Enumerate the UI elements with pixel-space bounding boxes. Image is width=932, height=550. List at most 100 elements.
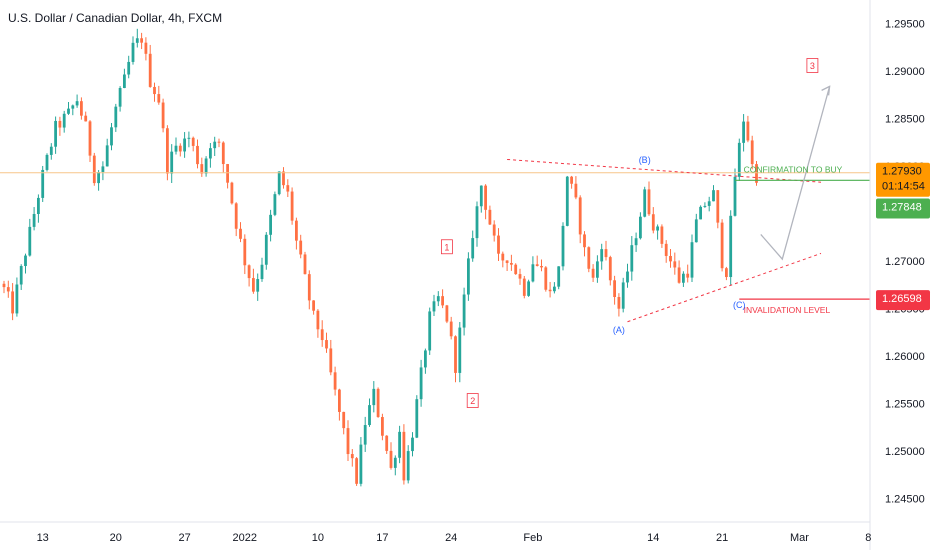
x-tick-label: 24 [445,532,457,544]
candle [398,425,401,464]
y-tick-label: 1.26000 [885,351,925,363]
candle [643,186,647,218]
candle [45,153,49,172]
candle [626,263,629,288]
candle [553,282,556,294]
x-tick-label: 14 [647,532,659,544]
candle [557,266,561,290]
candle [49,143,53,160]
candle [544,266,548,292]
candle [591,264,595,283]
candle [256,273,260,301]
candle [621,277,625,313]
candle [518,268,522,285]
candle [148,44,152,88]
invalidation-price-badge-text: 1.26598 [882,293,922,305]
candle [393,455,397,476]
candle [596,255,599,283]
x-tick-label: 13 [37,532,49,544]
candle [376,387,380,418]
candle [303,251,307,275]
candle [737,138,741,181]
candle [613,275,616,305]
candle [277,171,281,196]
candle [41,165,45,202]
candle [514,263,518,275]
x-tick-label: 27 [178,532,190,544]
wave-label: (C) [733,300,746,310]
candle [720,219,724,272]
candle [522,275,526,299]
candle [600,243,604,270]
bid-price-badge: 1.27848 [876,198,930,219]
candle [359,437,363,487]
candle [15,277,19,317]
candle [587,246,591,273]
candle [565,175,569,227]
candle [243,234,247,275]
candle [428,307,432,355]
candle [127,55,131,79]
candle [101,161,105,181]
candle [239,222,242,243]
wave-label: (B) [639,155,651,165]
candle [71,104,75,116]
candle [402,424,406,485]
candle [338,388,341,421]
candle [432,294,436,316]
candle [363,416,367,452]
invalidation-label: INVALIDATION LEVEL [744,305,831,315]
candle [725,266,728,281]
invalidation-price-badge: 1.26598 [876,290,930,311]
candle [67,101,70,115]
candle [458,322,462,383]
candle [217,138,221,148]
candle [19,264,23,291]
candle [634,232,638,252]
candle [608,255,612,286]
projection-path [760,86,831,261]
candle [299,234,303,259]
candle [694,213,698,243]
candle [467,252,470,301]
candle [441,289,444,309]
candle [230,181,234,205]
candle [462,287,466,336]
candle [574,176,578,200]
x-tick-label: Feb [523,532,542,544]
candle [484,184,487,220]
candle [75,94,79,108]
candle [226,163,229,189]
last-price-badge-text: 1.27930 [882,166,922,178]
candle [191,136,195,152]
candle [131,36,135,65]
candle [449,316,453,340]
candle [80,97,83,120]
candle [170,144,174,184]
candle [260,257,264,282]
candle [123,68,126,89]
candle [213,136,217,156]
candle [479,185,483,213]
y-tick-label: 1.28500 [885,114,925,126]
candle [651,207,655,234]
candle [286,179,290,198]
candle [58,116,62,136]
candle [471,230,475,262]
candle [673,252,677,275]
candle [209,142,212,168]
candle [492,220,496,242]
candle [368,398,371,427]
candle [755,161,758,186]
candle [346,420,350,461]
candle [682,271,685,287]
candle [617,293,621,317]
candle [37,194,40,223]
candle [385,435,389,454]
candle [28,218,32,257]
candle [264,232,268,270]
candle [548,281,552,298]
candle [686,264,690,283]
candle [24,253,27,274]
